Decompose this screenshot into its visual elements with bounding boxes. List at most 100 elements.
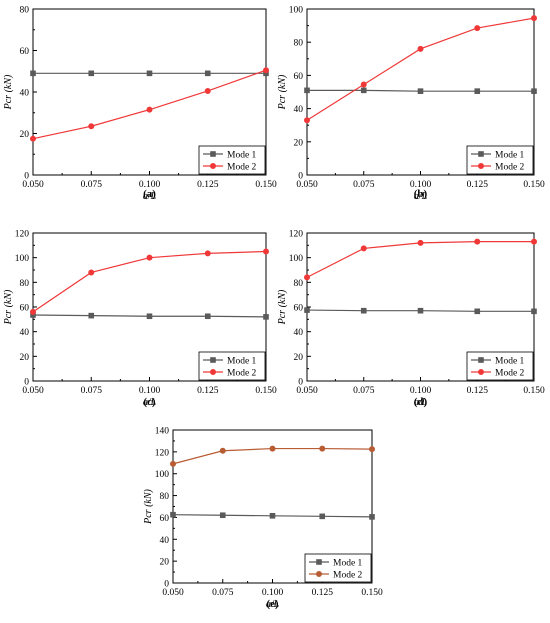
chart-panel-e: 0.050 0.075 0.100 0.125 0.150 0 20 40 60 80 100 120… xyxy=(143,427,383,611)
data-point xyxy=(30,135,36,142)
legend-entry: Mode 1 xyxy=(495,357,525,367)
y-tick-label: 40 xyxy=(160,536,170,546)
x-tick-label: 0.125 xyxy=(312,588,334,598)
data-point xyxy=(88,123,95,130)
data-point xyxy=(304,117,310,124)
x-tick-label: 0.125 xyxy=(197,386,219,396)
data-point xyxy=(204,87,211,94)
data-point xyxy=(360,81,367,88)
x-tick-label: 0.100 xyxy=(410,386,432,396)
legend-swatch-marker xyxy=(478,151,484,157)
panel-label: (c) xyxy=(143,396,156,408)
data-point xyxy=(88,312,95,319)
y-tick-label: 120 xyxy=(155,448,170,458)
x-tick-label: 0.125 xyxy=(197,180,219,190)
data-point xyxy=(146,70,153,77)
y-tick-label: 80 xyxy=(20,6,30,16)
data-point xyxy=(417,45,424,52)
data-point xyxy=(304,87,310,94)
data-point xyxy=(474,308,481,315)
series-1 xyxy=(170,511,375,520)
data-point xyxy=(146,254,153,261)
x-tick-label: 0.075 xyxy=(353,180,375,190)
data-point xyxy=(30,308,36,315)
data-point xyxy=(170,460,176,467)
y-tick-label: 40 xyxy=(20,89,30,99)
data-point xyxy=(204,70,211,77)
chart-panel-c: 0.050 0.075 0.100 0.125 0.150 0 20 40 60 80 100 120… xyxy=(3,230,277,409)
y-tick-label: 120 xyxy=(15,230,30,240)
series-line xyxy=(306,241,534,278)
x-axis-label: a/L xyxy=(414,397,428,408)
x-tick-label: 0.100 xyxy=(139,386,161,396)
chart-panel-b: 0.050 0.075 0.100 0.125 0.150 0 20 40 60 80 100 a/L… xyxy=(277,6,545,203)
panel-label: (a) xyxy=(143,188,156,200)
legend: Mode 1 Mode 2 xyxy=(466,351,534,381)
y-tick-label: 60 xyxy=(20,47,30,57)
data-point xyxy=(263,314,269,320)
legend-frame xyxy=(466,145,534,175)
data-point xyxy=(417,88,424,94)
data-point xyxy=(417,307,424,314)
data-point xyxy=(319,445,326,452)
data-point xyxy=(531,238,537,245)
y-tick-label: 60 xyxy=(20,304,30,314)
y-tick-label: 100 xyxy=(289,6,304,16)
x-tick-label: 0.050 xyxy=(162,588,184,598)
data-point xyxy=(474,25,481,32)
y-tick-label: 100 xyxy=(155,470,170,480)
x-tick-label: 0.050 xyxy=(22,386,44,396)
y-tick-label: 60 xyxy=(294,304,304,314)
x-tick-label: 0.075 xyxy=(212,588,234,598)
legend-swatch-marker xyxy=(210,163,216,169)
data-point xyxy=(269,512,276,519)
x-tick-label: 0.150 xyxy=(255,386,277,396)
legend-swatch-marker xyxy=(478,369,484,375)
x-tick-label: 0.125 xyxy=(467,386,489,396)
data-point xyxy=(304,274,310,281)
legend-entry: Mode 2 xyxy=(495,369,525,379)
x-tick-label: 0.100 xyxy=(139,180,161,190)
data-point xyxy=(474,238,481,245)
x-tick-label: 0.150 xyxy=(523,386,545,396)
x-axis-label: a/L xyxy=(143,397,157,408)
x-tick-label: 0.125 xyxy=(467,180,489,190)
x-axis-label: a/L xyxy=(414,191,428,202)
legend-swatch-marker xyxy=(316,559,322,565)
data-point xyxy=(531,308,537,315)
legend-entry: Mode 2 xyxy=(227,163,257,173)
panel-label: (e) xyxy=(266,598,279,610)
series-1 xyxy=(30,70,269,77)
y-tick-label: 120 xyxy=(289,230,304,240)
y-axis-label: Pcr (kN) xyxy=(277,74,288,110)
data-point xyxy=(219,512,226,519)
panel-label: (b) xyxy=(414,188,428,200)
data-point xyxy=(88,269,95,276)
data-point xyxy=(204,250,211,257)
legend-frame xyxy=(198,351,266,381)
x-tick-label: 0.100 xyxy=(262,588,284,598)
x-tick-label: 0.150 xyxy=(523,180,545,190)
y-tick-label: 20 xyxy=(294,353,304,363)
y-tick-label: 40 xyxy=(294,105,304,115)
series-1 xyxy=(30,312,269,320)
x-tick-label: 0.100 xyxy=(410,180,432,190)
y-tick-label: 80 xyxy=(20,279,30,289)
legend-frame xyxy=(466,351,534,381)
x-tick-label: 0.050 xyxy=(22,180,44,190)
y-tick-label: 20 xyxy=(160,558,170,568)
legend-frame xyxy=(304,553,372,583)
y-tick-label: 0 xyxy=(164,580,169,590)
legend-swatch-marker xyxy=(210,369,216,375)
legend: Mode 1 Mode 2 xyxy=(304,553,372,583)
data-point xyxy=(319,513,326,520)
legend-swatch-marker xyxy=(316,571,322,577)
legend-entry: Mode 1 xyxy=(227,151,257,161)
y-tick-label: 20 xyxy=(20,353,30,363)
x-axis-label: a/L xyxy=(143,191,157,202)
y-axis-label: Pcr (kN) xyxy=(277,289,288,325)
y-tick-label: 0 xyxy=(298,172,303,182)
legend: Mode 1 Mode 2 xyxy=(198,145,266,175)
data-point xyxy=(146,106,153,113)
